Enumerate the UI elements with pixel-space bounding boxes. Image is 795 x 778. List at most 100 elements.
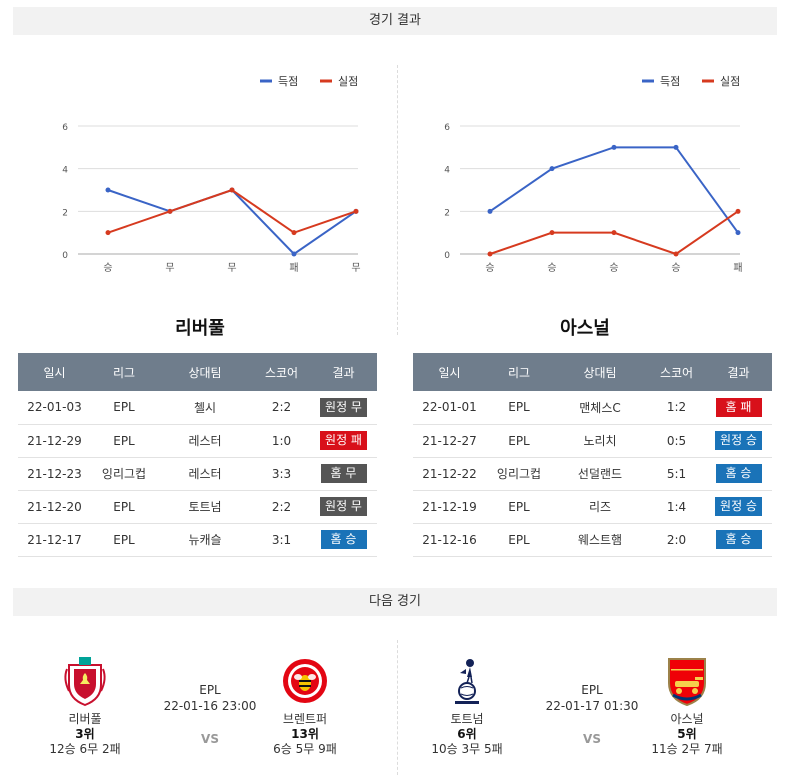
cell-league: EPL: [91, 490, 157, 524]
legend-label: 실점: [720, 75, 740, 88]
cell-result: 홈 승: [310, 523, 377, 557]
arsenal-crest-icon: [663, 655, 711, 707]
x-tick-label: 무: [351, 263, 360, 274]
legend-label: 실점: [338, 75, 358, 88]
col-header-score: 스코어: [253, 353, 310, 391]
table-row: 21-12-19 EPL 리즈 1:4 원정 승: [413, 490, 772, 524]
match-league: EPL: [581, 683, 603, 697]
cell-league: EPL: [486, 490, 552, 524]
data-point: [735, 208, 741, 214]
cell-league: 잉리그컵: [486, 457, 552, 491]
data-point: [291, 230, 297, 236]
col-header-opponent: 상대팀: [157, 353, 253, 391]
team-rank: 6위: [457, 727, 477, 741]
data-point: [487, 208, 493, 214]
cell-date: 22-01-01: [413, 391, 486, 425]
cell-date: 21-12-20: [18, 490, 91, 524]
match-datetime: 22-01-16 23:00: [163, 699, 257, 713]
cell-result: 원정 패: [310, 424, 377, 458]
cell-score: 1:2: [648, 391, 705, 425]
vs-label: VS: [583, 732, 601, 746]
data-point: [611, 144, 617, 150]
table-row: 21-12-29 EPL 레스터 1:0 원정 패: [18, 424, 377, 458]
result-badge: 홈 승: [715, 530, 762, 549]
arsenal-form-chart: 득점 실점 0 2 4 6 승 승 승 승 패: [422, 60, 782, 290]
team-record: 6승 5무 9패: [273, 742, 337, 756]
cell-opponent: 뉴캐슬: [157, 523, 253, 557]
data-point: [229, 187, 235, 193]
data-point: [487, 251, 493, 257]
team-record: 12승 6무 2패: [49, 742, 121, 756]
x-tick-label: 승: [485, 262, 494, 274]
cell-league: EPL: [486, 391, 552, 425]
y-tick-label: 2: [62, 208, 68, 218]
table-row: 21-12-16 EPL 웨스트햄 2:0 홈 승: [413, 523, 772, 557]
cell-score: 5:1: [648, 457, 705, 491]
data-point: [291, 251, 297, 257]
cell-league: EPL: [486, 523, 552, 557]
cell-score: 2:2: [253, 490, 310, 524]
cell-opponent: 레스터: [157, 424, 253, 458]
cell-score: 2:2: [253, 391, 310, 425]
cell-result: 원정 무: [310, 490, 377, 524]
next-match-divider: [397, 640, 398, 775]
next-match-liverpool-brentford: 리버풀 3위 12승 6무 2패 EPL 22-01-16 23:00 VS 브…: [30, 655, 390, 765]
cell-score: 1:4: [648, 490, 705, 524]
result-badge: 홈 무: [320, 464, 367, 483]
cell-opponent: 리즈: [552, 490, 648, 524]
cell-result: 원정 승: [705, 424, 772, 458]
result-badge: 홈 패: [715, 397, 762, 417]
data-point: [611, 230, 617, 236]
cell-opponent: 레스터: [157, 457, 253, 491]
data-point: [549, 166, 555, 172]
team-title-liverpool: 리버풀: [175, 318, 225, 339]
cell-result: 원정 무: [310, 391, 377, 425]
x-tick-label: 승: [609, 262, 618, 274]
result-badge: 원정 승: [715, 431, 762, 450]
cell-opponent: 웨스트햄: [552, 523, 648, 557]
y-tick-label: 4: [62, 166, 68, 176]
team-rank: 3위: [75, 727, 95, 741]
home-team: 토트넘 6위 10승 3무 5패: [412, 655, 522, 756]
cell-result: 홈 무: [310, 457, 377, 491]
liverpool-results-table: 일시 리그 상대팀 스코어 결과 22-01-03 EPL 첼시 2:2 원정 무 21-…: [18, 353, 377, 557]
match-info: EPL 22-01-17 01:30: [522, 682, 662, 714]
cell-date: 21-12-17: [18, 523, 91, 557]
result-badge: 원정 패: [320, 431, 367, 450]
vs-label: VS: [201, 732, 219, 746]
cell-date: 21-12-27: [413, 424, 486, 458]
team-rank: 5위: [677, 727, 697, 741]
x-tick-label: 무: [227, 263, 236, 274]
table-row: 21-12-23 잉리그컵 레스터 3:3 홈 무: [18, 457, 377, 491]
liverpool-crest-icon: [61, 655, 109, 707]
cell-league: EPL: [486, 424, 552, 458]
next-match-section-header: 다음 경기: [13, 588, 777, 616]
table-row: 22-01-01 EPL 맨체스C 1:2 홈 패: [413, 391, 772, 425]
team-name: 리버풀: [68, 712, 102, 726]
cell-date: 21-12-19: [413, 490, 486, 524]
cell-score: 2:0: [648, 523, 705, 557]
arsenal-form-chart-svg: 득점 실점 0 2 4 6 승 승 승 승 패: [444, 75, 742, 274]
y-tick-label: 0: [444, 251, 450, 261]
cell-result: 홈 승: [705, 457, 772, 491]
cell-date: 21-12-23: [18, 457, 91, 491]
away-team: 아스널 5위 11승 2무 7패: [632, 655, 742, 756]
col-header-result: 결과: [310, 353, 377, 391]
y-tick-label: 4: [444, 166, 450, 176]
team-name: 아스널: [670, 712, 704, 726]
col-header-date: 일시: [18, 353, 91, 391]
x-tick-label: 무: [165, 263, 174, 274]
cell-date: 21-12-22: [413, 457, 486, 491]
table-row: 21-12-20 EPL 토트넘 2:2 원정 무: [18, 490, 377, 524]
cell-score: 3:1: [253, 523, 310, 557]
liverpool-form-chart: 득점 실점 0 2 4 6 승 무 무 패 무: [40, 60, 400, 290]
y-tick-label: 2: [444, 208, 450, 218]
x-tick-label: 패: [733, 262, 742, 274]
liverpool-form-chart-svg: 득점 실점 0 2 4 6 승 무 무 패 무: [62, 75, 360, 274]
cell-opponent: 선덜랜드: [552, 457, 648, 491]
x-tick-label: 승: [547, 262, 556, 274]
home-team: 리버풀 3위 12승 6무 2패: [30, 655, 140, 756]
data-point: [167, 208, 173, 214]
team-name: 브렌트퍼: [282, 712, 328, 726]
cell-league: 잉리그컵: [91, 457, 157, 491]
